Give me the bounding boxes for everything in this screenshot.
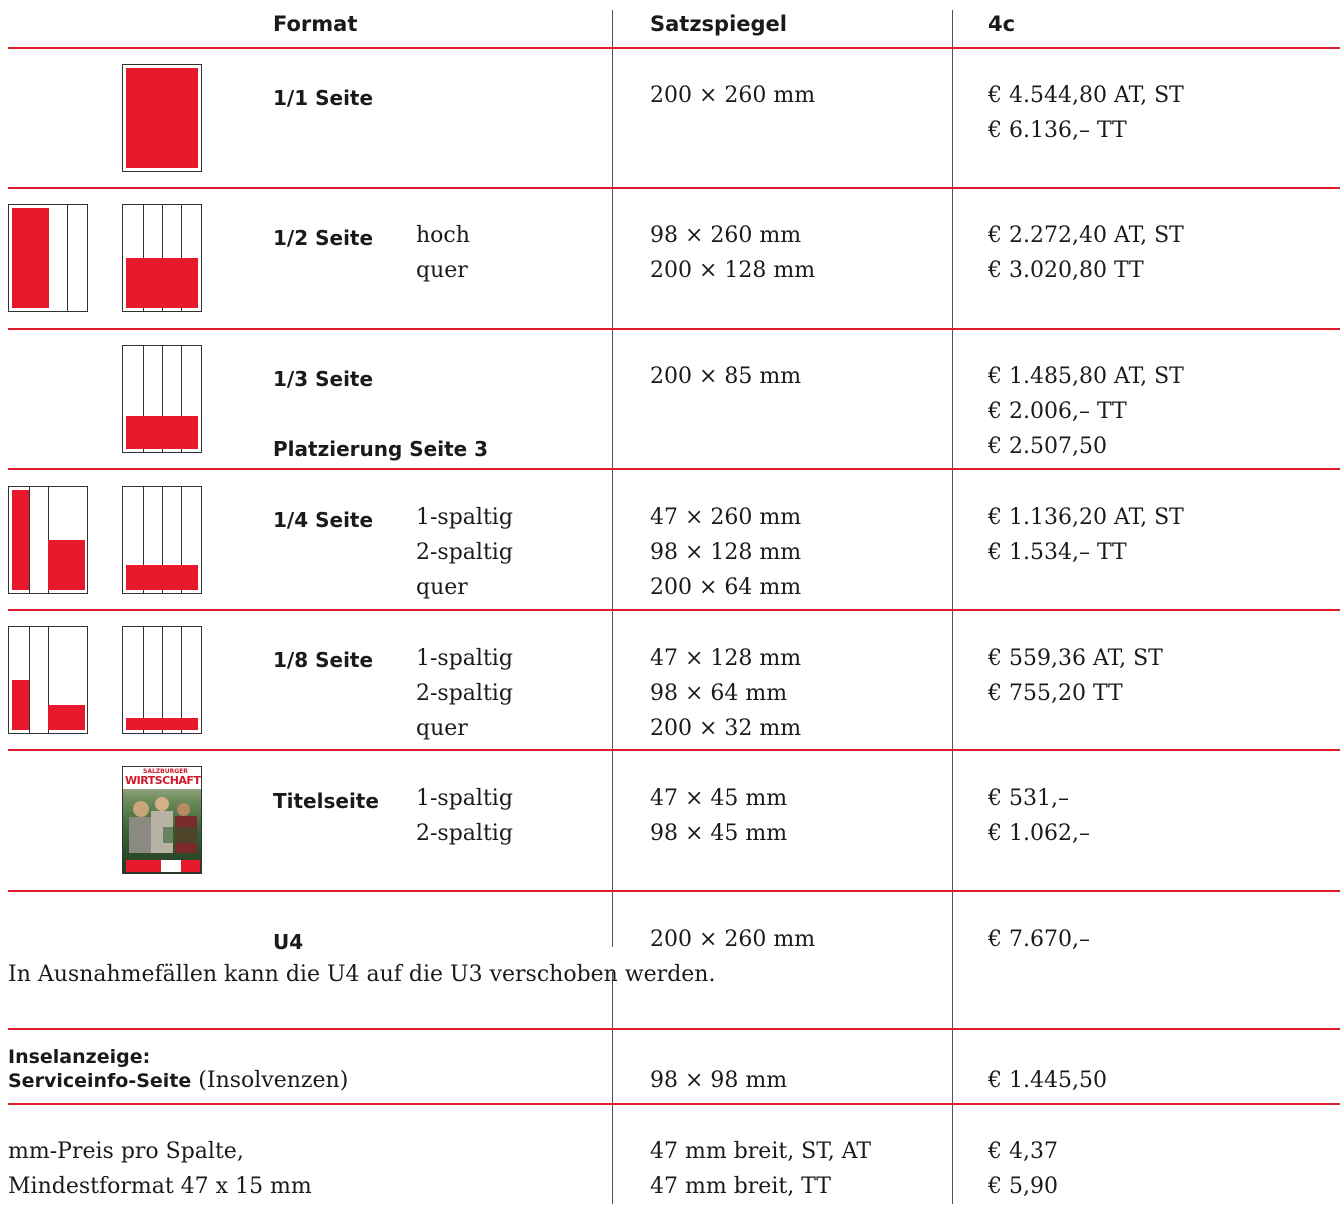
row-divider: [8, 187, 1340, 189]
header-format: Format: [273, 12, 358, 36]
format-thumbnail-1-8-spaltig: [8, 626, 88, 734]
row-label-1-4-seite: 1/4 Seite: [273, 508, 374, 532]
price-titel-1: € 531,–: [988, 786, 1069, 811]
size-mm-1: 47 mm breit, ST, AT: [650, 1139, 872, 1164]
cover-thumbnail: SALZBURGER WIRTSCHAFT: [122, 766, 202, 874]
price-inselanzeige: € 1.445,50: [988, 1068, 1107, 1093]
variant-2-spaltig: 2-spaltig: [416, 821, 513, 846]
format-thumbnail-1-1: [122, 64, 202, 172]
size-inselanzeige: 98 × 98 mm: [650, 1068, 788, 1093]
row-label-1-3-seite: 1/3 Seite: [273, 367, 374, 391]
variant-hoch: hoch: [416, 223, 470, 248]
format-thumbnail-1-4-quer: [122, 486, 202, 594]
variant-quer: quer: [416, 258, 468, 283]
inselanzeige-label: Inselanzeige:: [8, 1046, 151, 1068]
row-divider: [8, 609, 1340, 611]
size-1-4-3: 200 × 64 mm: [650, 575, 802, 600]
row-divider: [8, 468, 1340, 470]
row-label-titelseite: Titelseite: [273, 789, 379, 813]
column-divider-1: [612, 10, 613, 947]
cover-masthead-small: SALZBURGER: [143, 768, 188, 775]
variant-2-spaltig: 2-spaltig: [416, 681, 513, 706]
price-mm-2: € 5,90: [988, 1174, 1058, 1199]
price-1-2-tt: € 3.020,80 TT: [988, 258, 1144, 283]
price-1-4-ast: € 1.136,20 AT, ST: [988, 505, 1184, 530]
row-divider: [8, 328, 1340, 330]
size-titel-1: 47 × 45 mm: [650, 786, 788, 811]
row-label-1-2-seite: 1/2 Seite: [273, 226, 374, 250]
price-1-1-tt: € 6.136,– TT: [988, 118, 1127, 143]
variant-2-spaltig: 2-spaltig: [416, 540, 513, 565]
serviceinfo-label: Serviceinfo-Seite (Insolvenzen): [8, 1063, 348, 1099]
price-titel-2: € 1.062,–: [988, 821, 1090, 846]
size-u4: 200 × 260 mm: [650, 927, 816, 952]
size-1-8-1: 47 × 128 mm: [650, 646, 802, 671]
row-label-u4: U4: [273, 930, 304, 954]
price-1-8-tt: € 755,20 TT: [988, 681, 1123, 706]
header-4c: 4c: [988, 12, 1016, 36]
cover-masthead: WIRTSCHAFT: [125, 774, 201, 787]
row-label-1-1-seite: 1/1 Seite: [273, 86, 374, 110]
format-thumbnail-1-3: [122, 345, 202, 453]
placement-label: Platzierung Seite 3: [273, 437, 489, 461]
price-1-3-tt: € 2.006,– TT: [988, 399, 1127, 424]
size-titel-2: 98 × 45 mm: [650, 821, 788, 846]
variant-1-spaltig: 1-spaltig: [416, 505, 513, 530]
header-satzspiegel: Satzspiegel: [650, 12, 788, 36]
size-1-8-2: 98 × 64 mm: [650, 681, 788, 706]
format-thumbnail-1-8-quer: [122, 626, 202, 734]
row-divider: [8, 47, 1340, 49]
price-mm-1: € 4,37: [988, 1139, 1058, 1164]
u4-note: In Ausnahmefällen kann die U4 auf die U3…: [8, 962, 716, 987]
price-1-8-ast: € 559,36 AT, ST: [988, 646, 1163, 671]
row-label-1-8-seite: 1/8 Seite: [273, 648, 374, 672]
row-divider: [8, 749, 1340, 751]
column-divider-2: [952, 10, 953, 1204]
column-divider-1: [612, 972, 613, 1204]
price-placement: € 2.507,50: [988, 434, 1107, 459]
size-1-2-hoch: 98 × 260 mm: [650, 223, 802, 248]
size-1-2-quer: 200 × 128 mm: [650, 258, 816, 283]
size-1-8-3: 200 × 32 mm: [650, 716, 802, 741]
row-divider: [8, 1103, 1340, 1105]
size-1-4-2: 98 × 128 mm: [650, 540, 802, 565]
variant-1-spaltig: 1-spaltig: [416, 786, 513, 811]
variant-1-spaltig: 1-spaltig: [416, 646, 513, 671]
size-1-4-1: 47 × 260 mm: [650, 505, 802, 530]
row-divider: [8, 1028, 1340, 1030]
serviceinfo-suffix: (Insolvenzen): [198, 1068, 349, 1093]
variant-quer: quer: [416, 716, 468, 741]
price-u4: € 7.670,–: [988, 927, 1090, 952]
size-1-1: 200 × 260 mm: [650, 83, 816, 108]
size-mm-2: 47 mm breit, TT: [650, 1174, 831, 1199]
price-1-4-tt: € 1.534,– TT: [988, 540, 1127, 565]
price-1-3-ast: € 1.485,80 AT, ST: [988, 364, 1184, 389]
format-thumbnail-1-4-spaltig: [8, 486, 88, 594]
price-1-1-ast: € 4.544,80 AT, ST: [988, 83, 1184, 108]
price-1-2-ast: € 2.272,40 AT, ST: [988, 223, 1184, 248]
row-divider: [8, 890, 1340, 892]
format-thumbnail-1-2-quer: [122, 204, 202, 312]
mm-preis-line-1: mm-Preis pro Spalte,: [8, 1139, 244, 1164]
format-thumbnail-1-2-hoch: [8, 204, 88, 312]
size-1-3: 200 × 85 mm: [650, 364, 802, 389]
serviceinfo-title: Serviceinfo-Seite: [8, 1070, 192, 1092]
variant-quer: quer: [416, 575, 468, 600]
mm-preis-line-2: Mindestformat 47 x 15 mm: [8, 1174, 312, 1199]
